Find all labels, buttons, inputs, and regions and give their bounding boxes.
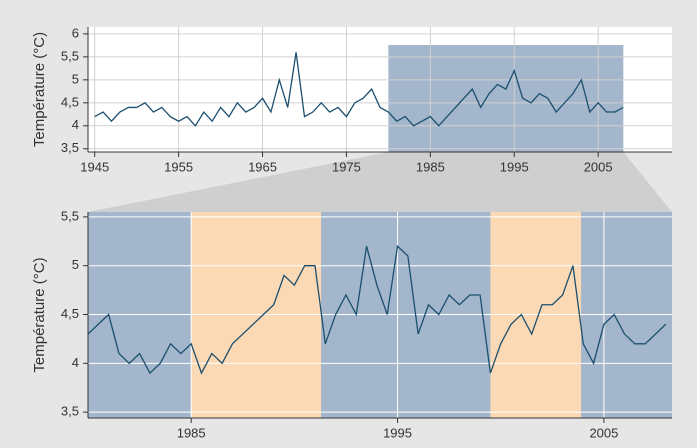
x-tick-label: 2005 — [584, 159, 613, 174]
y-tick-label: 5,5 — [61, 48, 79, 63]
y-tick-label: 4,5 — [61, 306, 79, 321]
x-tick-label: 1955 — [164, 159, 193, 174]
y-tick-label: 4 — [72, 117, 79, 132]
y-axis-title: Température (°C) — [31, 32, 48, 147]
y-tick-label: 5 — [72, 257, 79, 272]
y-tick-label: 4,5 — [61, 94, 79, 109]
x-tick-label: 1985 — [177, 425, 206, 440]
x-tick-label: 1945 — [80, 159, 109, 174]
x-tick-label: 1975 — [332, 159, 361, 174]
y-tick-label: 3,5 — [61, 140, 79, 155]
y-tick-label: 6 — [72, 25, 79, 40]
x-tick-label: 1965 — [248, 159, 277, 174]
data-line — [94, 52, 624, 127]
zoom-connector — [88, 152, 672, 212]
x-tick-label: 1985 — [416, 159, 445, 174]
x-tick-label: 2005 — [589, 425, 618, 440]
x-tick-label: 1995 — [500, 159, 529, 174]
zoom-highlight — [388, 45, 624, 152]
y-axis-title: Température (°C) — [31, 257, 48, 372]
y-tick-label: 4 — [72, 355, 79, 370]
y-tick-label: 5 — [72, 71, 79, 86]
y-tick-label: 5,5 — [61, 208, 79, 223]
data-line — [87, 244, 667, 375]
x-tick-label: 1995 — [383, 425, 412, 440]
y-tick-label: 3,5 — [61, 404, 79, 419]
